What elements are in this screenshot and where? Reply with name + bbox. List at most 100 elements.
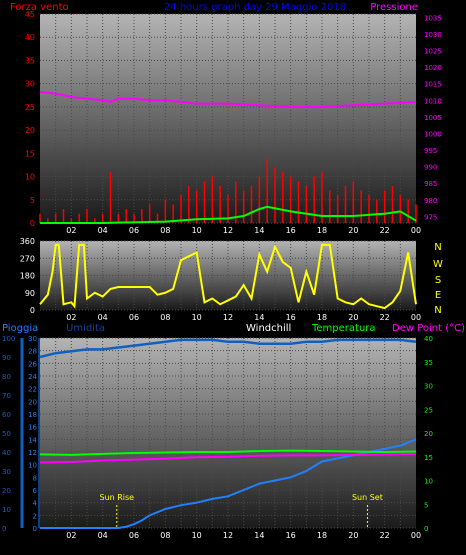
sunrise-label: Sun Rise [99, 493, 134, 502]
y-humidity-tick-label: 60 [2, 411, 11, 419]
x-tick-label: 02 [66, 226, 76, 235]
y-left-tick-label: 30 [25, 80, 35, 89]
y-humidity-tick-label: 70 [2, 392, 11, 400]
y-right-tick-label: 1035 [424, 14, 442, 22]
x-tick-label: 08 [160, 226, 170, 235]
y-rain-tick-label: 30 [28, 335, 37, 343]
y-right-tick-label: 975 [424, 213, 437, 221]
sunset-label: Sun Set [352, 493, 383, 502]
y-left-tick-label: 10 [25, 173, 35, 182]
x-tick-label: 18 [317, 531, 327, 540]
y-rain-tick-label: 8 [33, 474, 37, 482]
x-tick-label: 14 [254, 313, 264, 322]
y-temperature-tick-label: 10 [424, 478, 433, 486]
x-tick-label: 12 [223, 226, 233, 235]
x-tick-label: 12 [223, 313, 233, 322]
x-tick-label: 08 [160, 531, 170, 540]
x-tick-label: 04 [98, 226, 108, 235]
y-left-tick-label: 45 [25, 10, 35, 19]
x-tick-label: 14 [254, 226, 264, 235]
x-tick-label: 20 [348, 531, 358, 540]
y-right-tick-label: 1010 [424, 97, 442, 105]
y-rain-tick-label: 22 [28, 386, 37, 394]
wind-speed-label: Forza vento [10, 2, 69, 13]
y-temperature-tick-label: 5 [424, 501, 428, 509]
sunset-marker: Sun Set [352, 493, 383, 528]
y-right-tick-label: 985 [424, 180, 437, 188]
y-temperature-tick-label: 35 [424, 359, 433, 367]
y-humidity-tick-label: 50 [2, 430, 11, 438]
x-tick-label: 10 [192, 226, 202, 235]
y-humidity-tick-label: 0 [2, 525, 6, 533]
x-tick-label: 10 [192, 531, 202, 540]
y-right-tick-label: 1015 [424, 81, 442, 89]
x-tick-label: 00 [411, 313, 421, 322]
windchill-label: Windchill [246, 323, 291, 334]
y-humidity-tick-label: 10 [2, 506, 11, 514]
x-tick-label: 04 [98, 313, 108, 322]
x-tick-label: 20 [348, 226, 358, 235]
y-humidity-tick-label: 40 [2, 449, 11, 457]
y-rain-tick-label: 14 [28, 436, 37, 444]
y-left-tick-label: 25 [25, 103, 35, 112]
humidity-label: Umidita [66, 323, 105, 334]
x-tick-label: 18 [317, 313, 327, 322]
y-right-tick-label: 1030 [424, 31, 442, 39]
y-rain-tick-label: 12 [28, 449, 37, 457]
y-right-tick-label: 1020 [424, 64, 442, 72]
y-left-tick-label: 5 [30, 196, 35, 205]
y-rain-tick-label: 20 [28, 398, 37, 406]
y-right-tick-label: 1000 [424, 130, 442, 138]
x-tick-label: 08 [160, 313, 170, 322]
y-rain-tick-label: 6 [33, 487, 38, 495]
y-humidity-tick-label: 80 [2, 373, 11, 381]
x-tick-label: 22 [380, 531, 390, 540]
y-humidity-tick-label: 20 [2, 487, 11, 495]
y-humidity-tick-label: 100 [2, 335, 15, 343]
x-tick-label: 02 [66, 313, 76, 322]
y-rain-tick-label: 2 [33, 512, 37, 520]
x-tick-label: 06 [129, 226, 139, 235]
dir-label-n-top: N [434, 242, 441, 253]
x-tick-label: 16 [286, 313, 296, 322]
rain-line [40, 438, 417, 529]
wind-direction-line [39, 243, 417, 310]
x-tick-label: 14 [254, 531, 264, 540]
x-tick-label: 06 [129, 313, 139, 322]
x-tick-label: 22 [380, 226, 390, 235]
dir-label-s: S [435, 275, 441, 286]
y-temperature-tick-label: 25 [424, 406, 433, 414]
temperature-line [39, 449, 417, 456]
chart-marks [39, 90, 417, 529]
y-rain-tick-label: 18 [28, 411, 37, 419]
y-rain-tick-label: 26 [28, 360, 37, 368]
x-tick-label: 18 [317, 226, 327, 235]
pressure-line [39, 90, 417, 108]
dewpoint-line [39, 452, 417, 464]
y-humidity-tick-label: 90 [2, 354, 11, 362]
y-temperature-tick-label: 15 [424, 454, 433, 462]
y-rain-tick-label: 16 [28, 424, 37, 432]
y-rain-tick-label: 4 [33, 500, 38, 508]
x-tick-label: 06 [129, 531, 139, 540]
y-rain-tick-label: 0 [33, 525, 37, 533]
x-tick-label: 04 [98, 531, 108, 540]
y-temperature-tick-label: 0 [424, 525, 428, 533]
y-left-tick-label: 40 [25, 33, 35, 42]
gust-line [40, 205, 417, 224]
y-direction-tick-label: 0 [30, 306, 35, 315]
y-left-tick-label: 35 [25, 56, 35, 65]
chart-title: 24 hours graph day 29 Maggio 2018 [164, 2, 346, 13]
x-tick-label: 10 [192, 313, 202, 322]
y-direction-tick-label: 360 [20, 237, 35, 246]
x-tick-label: 00 [411, 531, 421, 540]
y-temperature-tick-label: 20 [424, 430, 433, 438]
y-left-tick-label: 15 [25, 149, 35, 158]
dir-label-w: W [433, 259, 443, 270]
y-humidity-tick-label: 30 [2, 468, 11, 476]
x-tick-label: 22 [380, 313, 390, 322]
y-direction-tick-label: 90 [25, 289, 35, 298]
y-right-tick-label: 995 [424, 147, 437, 155]
y-rain-tick-label: 10 [28, 462, 37, 470]
